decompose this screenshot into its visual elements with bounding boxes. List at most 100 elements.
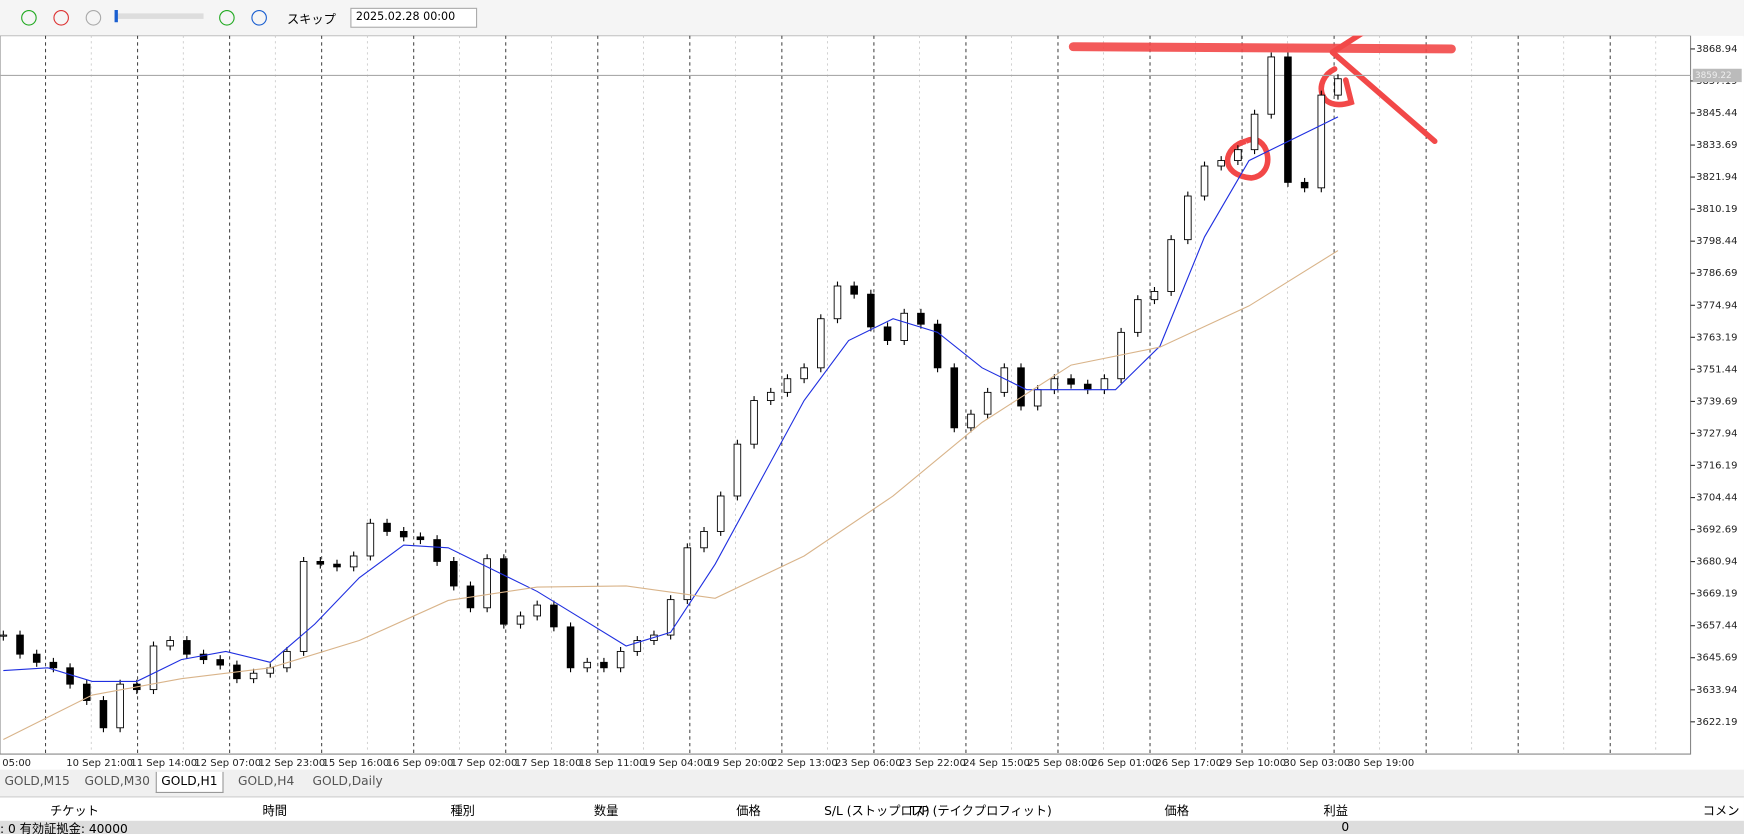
candle <box>1083 383 1092 391</box>
tab[interactable]: GOLD,M15 <box>4 774 70 789</box>
candle <box>1250 113 1259 151</box>
y-tick-label: 3633.94 <box>1696 685 1737 696</box>
candle <box>16 634 24 655</box>
column-header[interactable]: T/P (テイクプロフィット) <box>909 804 1052 819</box>
x-tick-label: 26 Sep 01:00 <box>1091 758 1158 769</box>
x-tick-label: 05:00 <box>2 758 31 769</box>
candle <box>1033 389 1042 407</box>
play-button[interactable] <box>21 10 37 26</box>
column-header[interactable]: チケット <box>50 804 99 819</box>
column-header[interactable]: 価格 <box>1164 804 1189 819</box>
candle <box>449 560 458 587</box>
candle <box>32 653 41 663</box>
toolbar: スキップ 2025.02.28 00:00 <box>0 0 1744 37</box>
candle <box>716 495 725 532</box>
candle <box>817 318 825 369</box>
skip-end-button[interactable] <box>251 10 267 26</box>
candle <box>483 558 491 609</box>
candle <box>933 323 942 369</box>
moving-average <box>3 250 1339 741</box>
candle <box>49 661 58 669</box>
candle <box>883 326 892 341</box>
candle <box>583 661 592 669</box>
y-tick-label: 3704.44 <box>1696 493 1737 504</box>
candle <box>666 599 675 636</box>
candle <box>1067 378 1075 385</box>
candle <box>1133 299 1142 333</box>
candle <box>316 560 325 565</box>
moving-average <box>3 116 1339 682</box>
candle <box>82 683 91 701</box>
tab[interactable]: GOLD,H4 <box>238 774 295 789</box>
status-row: : 0 有効証拠金: 40000 0 <box>0 819 1744 834</box>
candle <box>166 640 174 647</box>
candle <box>1300 181 1309 189</box>
candle <box>99 700 108 729</box>
tab[interactable]: GOLD,Daily <box>312 774 383 789</box>
candle <box>399 530 408 538</box>
candle <box>733 443 742 497</box>
profit: 0 <box>1341 819 1350 834</box>
candle <box>1234 149 1242 162</box>
step-back-button[interactable] <box>85 10 102 26</box>
candle <box>349 555 358 568</box>
stop-button[interactable] <box>53 10 69 26</box>
candle <box>550 604 558 628</box>
y-tick-label: 3680.94 <box>1696 557 1737 568</box>
column-header[interactable]: 価格 <box>736 804 761 819</box>
candle <box>1284 56 1292 183</box>
candle <box>183 640 191 655</box>
candle <box>1267 56 1276 115</box>
current-price-label: 3859.22 <box>1695 71 1732 81</box>
x-tick-label: 10 Sep 21:00 <box>66 758 133 769</box>
candle <box>216 659 224 666</box>
candle <box>783 378 792 393</box>
x-tick-label: 16 Sep 09:00 <box>387 758 454 769</box>
x-tick-label: 24 Sep 15:00 <box>963 758 1030 769</box>
speed-slider[interactable] <box>114 10 204 23</box>
drawn-line <box>1068 42 1456 54</box>
y-tick-label: 3622.19 <box>1696 717 1737 728</box>
current-price-tag <box>1692 68 1742 83</box>
column-header[interactable]: S/L (ストップロス) <box>824 804 930 819</box>
x-tick-label: 30 Sep 03:00 <box>1283 758 1350 769</box>
candle <box>967 413 975 429</box>
y-tick-label: 3833.69 <box>1696 140 1737 151</box>
column-header[interactable]: 数量 <box>593 804 619 819</box>
date-input[interactable]: 2025.02.28 00:00 <box>350 7 478 28</box>
y-tick-label: 3657.44 <box>1696 621 1737 632</box>
tab[interactable]: GOLD,H1 <box>155 771 224 793</box>
candle <box>533 604 541 617</box>
candle <box>0 634 8 637</box>
column-header[interactable]: 利益 <box>1323 804 1348 819</box>
candle <box>983 391 992 415</box>
candle <box>917 312 925 325</box>
x-tick-label: 19 Sep 04:00 <box>643 758 710 769</box>
x-tick-label: 18 Sep 11:00 <box>579 758 646 769</box>
candle <box>1150 291 1159 301</box>
y-tick-label: 3727.94 <box>1696 428 1737 439</box>
y-tick-label: 3669.19 <box>1696 589 1737 600</box>
x-tick-label: 30 Sep 19:00 <box>1348 758 1415 769</box>
candle <box>1334 78 1342 96</box>
candle <box>299 560 308 652</box>
candle <box>1317 94 1326 189</box>
x-tick-label: 19 Sep 20:00 <box>707 758 774 769</box>
candle <box>366 522 375 557</box>
column-header[interactable]: 種別 <box>450 804 475 819</box>
candle <box>833 285 842 320</box>
skip-button[interactable]: スキップ <box>286 12 336 27</box>
x-tick-label: 29 Sep 10:00 <box>1219 758 1286 769</box>
fast-forward-button[interactable] <box>219 10 235 26</box>
x-tick-label: 23 Sep 22:00 <box>899 758 966 769</box>
tab[interactable]: GOLD,M30 <box>84 774 150 789</box>
candle <box>516 615 525 625</box>
candle <box>383 522 391 532</box>
y-tick-label: 3645.69 <box>1696 653 1737 664</box>
candle <box>66 667 74 685</box>
tab-bar: GOLD,M15 GOLD,M30 GOLD,H1 GOLD,H4 GOLD,Daily <box>0 771 1744 795</box>
column-header[interactable]: 時間 <box>262 804 287 819</box>
y-tick-label: 3810.19 <box>1696 204 1737 215</box>
x-tick-label: 12 Sep 23:00 <box>258 758 325 769</box>
